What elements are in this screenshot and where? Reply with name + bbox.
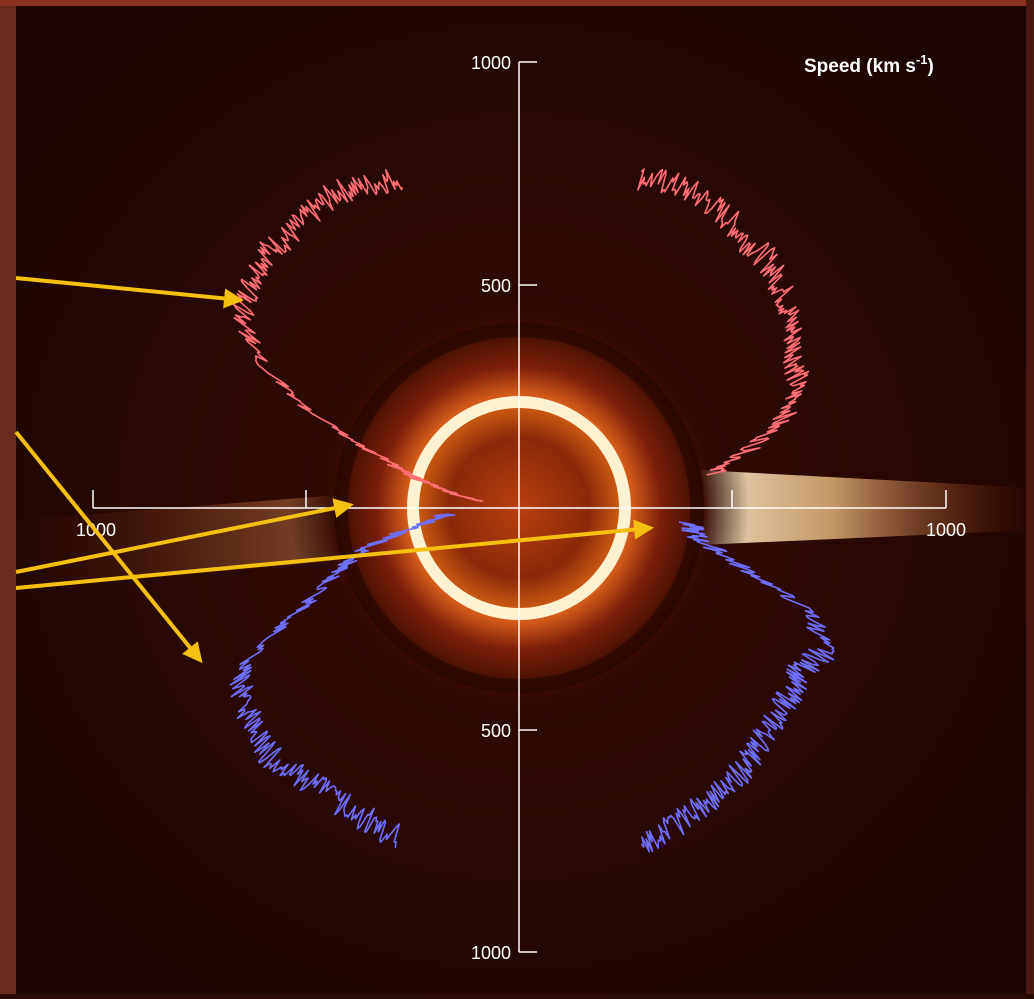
axes bbox=[92, 61, 947, 953]
speed-profile-series-1-segment-0 bbox=[229, 513, 456, 849]
tick-label-bottom-1000: 1000 bbox=[471, 943, 511, 963]
tick-label-top-500: 500 bbox=[481, 276, 511, 296]
arrow-to-north-profile bbox=[15, 276, 244, 309]
tick-label-right-1000: 1000 bbox=[926, 520, 966, 540]
series-layer bbox=[229, 168, 835, 853]
tick-label-bottom-500: 500 bbox=[481, 721, 511, 741]
tick-labels: 1000 500 500 1000 1000 1000 bbox=[76, 53, 966, 963]
left-strip bbox=[0, 0, 16, 994]
top-strip bbox=[0, 0, 1034, 6]
arrow-to-west-limb bbox=[15, 498, 354, 574]
arrow-to-east-limb bbox=[15, 519, 654, 590]
speed-profile-series-1-segment-1 bbox=[640, 521, 835, 853]
tick-label-top-1000: 1000 bbox=[471, 53, 511, 73]
units-label-superscript: -1 bbox=[916, 52, 928, 67]
units-label-end: ) bbox=[928, 56, 934, 77]
speed-profile-series-0-segment-0 bbox=[233, 168, 484, 503]
units-label-base: Speed (km s bbox=[804, 56, 916, 77]
annotation-arrows bbox=[14, 276, 654, 664]
speed-profile-series-0-segment-1 bbox=[637, 168, 810, 476]
units-label: Speed (km s-1) bbox=[804, 52, 934, 77]
arrow-to-south-profile bbox=[14, 430, 203, 664]
